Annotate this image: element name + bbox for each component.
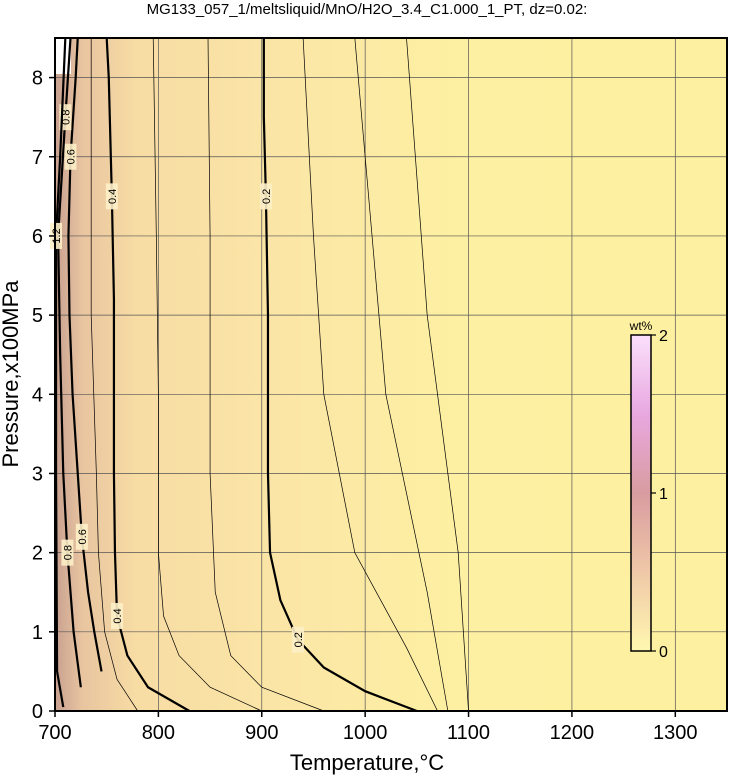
contour-line: [105, 37, 190, 712]
x-tick-label: 1100: [447, 722, 490, 744]
y-tick-label: 5: [32, 305, 43, 327]
contour-label-bg: [75, 523, 88, 550]
x-tick-label: 900: [245, 722, 278, 744]
contour-line: [67, 37, 103, 672]
contour-label: 0.2: [261, 189, 273, 204]
colorbar-tick-label: 0: [659, 644, 668, 661]
contour-line: [57, 37, 82, 688]
contour-line: [54, 37, 67, 708]
plot-frame: [54, 37, 728, 712]
contour-line: [207, 37, 324, 712]
contour-label: 0.6: [77, 529, 89, 544]
x-axis-label: Temperature,°C: [290, 750, 444, 775]
contour-line: [262, 38, 418, 713]
contour-line: [302, 37, 438, 712]
colorbar-label: wt%: [629, 319, 653, 333]
y-tick-label: 3: [32, 463, 43, 485]
blank-region: [55, 38, 71, 74]
contour-label-bg: [105, 183, 118, 210]
contour-label-bg: [291, 626, 304, 653]
contour-label: 0.4: [107, 189, 119, 204]
contour-line: [152, 37, 262, 712]
y-tick-label: 8: [32, 68, 43, 90]
plot-background: [55, 38, 727, 711]
colorbar: [630, 334, 652, 652]
x-tick-label: 1300: [653, 722, 698, 744]
contour-label: 0.2: [293, 632, 305, 647]
contour-label-bg: [111, 602, 124, 629]
contour-label-bg: [61, 539, 74, 566]
contour-label-bg: [259, 183, 272, 210]
colorbar-tick-label: 2: [659, 328, 668, 345]
colorbar-tick-label: 1: [659, 486, 668, 503]
y-tick-label: 7: [32, 147, 43, 169]
contour-line: [90, 38, 139, 712]
contour-line: [406, 37, 469, 712]
contour-label-bg: [50, 222, 63, 249]
x-tick-label: 1000: [343, 722, 388, 744]
y-axis-label: Pressure,x100MPa: [0, 280, 23, 468]
contour-label-bg: [64, 143, 77, 170]
x-tick-label: 800: [142, 722, 175, 744]
x-tick-label: 700: [38, 722, 71, 744]
contour-label: 0.4: [112, 608, 124, 623]
y-tick-label: 1: [32, 622, 43, 644]
chart-title: MG133_057_1/meltsliquid/MnO/H2O_3.4_C1.0…: [147, 1, 588, 18]
contour-label: 0.8: [62, 545, 74, 560]
y-tick-label: 2: [32, 543, 43, 565]
contour-line: [354, 37, 449, 712]
x-tick-label: 1200: [550, 722, 595, 744]
contour-label: 0.6: [66, 149, 78, 164]
y-tick-label: 6: [32, 226, 43, 248]
y-tick-label: 0: [32, 701, 43, 723]
contour-label: 0.8: [60, 110, 72, 125]
y-tick-label: 4: [32, 384, 43, 406]
